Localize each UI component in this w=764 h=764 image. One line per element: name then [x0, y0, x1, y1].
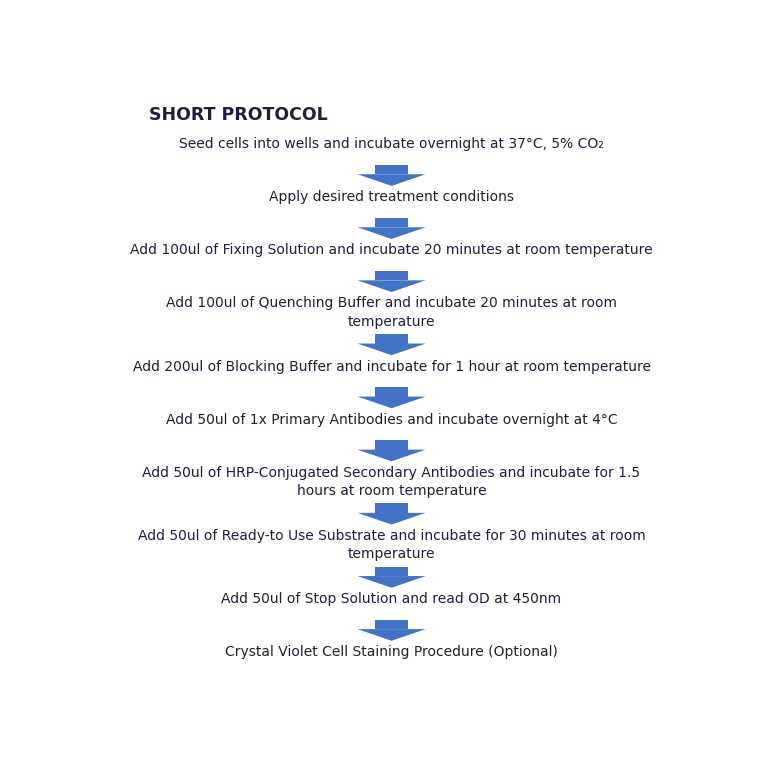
Text: Apply desired treatment conditions: Apply desired treatment conditions [269, 190, 514, 204]
Text: Crystal Violet Cell Staining Procedure (Optional): Crystal Violet Cell Staining Procedure (… [225, 646, 558, 659]
Text: Add 50ul of Stop Solution and read OD at 450nm: Add 50ul of Stop Solution and read OD at… [222, 592, 562, 606]
Polygon shape [375, 270, 408, 280]
Text: Add 50ul of Ready-to Use Substrate and incubate for 30 minutes at room
temperatu: Add 50ul of Ready-to Use Substrate and i… [138, 529, 646, 562]
Polygon shape [375, 620, 408, 629]
Text: SHORT PROTOCOL: SHORT PROTOCOL [149, 106, 328, 125]
Text: Add 100ul of Fixing Solution and incubate 20 minutes at room temperature: Add 100ul of Fixing Solution and incubat… [130, 244, 653, 257]
Polygon shape [375, 503, 408, 513]
Text: Add 200ul of Blocking Buffer and incubate for 1 hour at room temperature: Add 200ul of Blocking Buffer and incubat… [132, 360, 651, 374]
Polygon shape [375, 387, 408, 397]
Polygon shape [358, 397, 426, 408]
Polygon shape [358, 513, 426, 525]
Polygon shape [358, 629, 426, 641]
Text: Add 50ul of 1x Primary Antibodies and incubate overnight at 4°C: Add 50ul of 1x Primary Antibodies and in… [166, 413, 617, 426]
Polygon shape [375, 218, 408, 227]
Polygon shape [358, 174, 426, 186]
Polygon shape [358, 576, 426, 588]
Polygon shape [358, 280, 426, 292]
Polygon shape [375, 440, 408, 450]
Polygon shape [375, 567, 408, 576]
Text: Add 100ul of Quenching Buffer and incubate 20 minutes at room
temperature: Add 100ul of Quenching Buffer and incuba… [166, 296, 617, 329]
Polygon shape [375, 165, 408, 174]
Polygon shape [375, 334, 408, 344]
Polygon shape [358, 227, 426, 239]
Text: Seed cells into wells and incubate overnight at 37°C, 5% CO₂: Seed cells into wells and incubate overn… [180, 138, 604, 151]
Polygon shape [358, 344, 426, 355]
Text: Add 50ul of HRP-Conjugated Secondary Antibodies and incubate for 1.5
hours at ro: Add 50ul of HRP-Conjugated Secondary Ant… [143, 466, 640, 498]
Polygon shape [358, 450, 426, 461]
